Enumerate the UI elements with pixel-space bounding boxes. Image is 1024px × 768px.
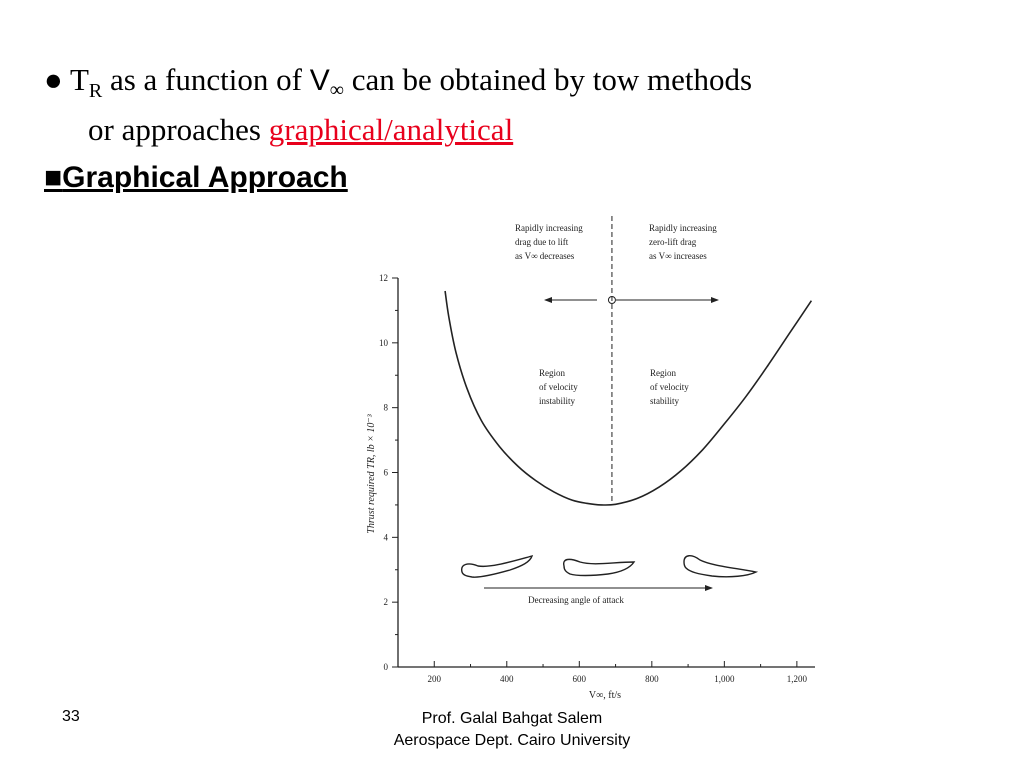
right-region-line-3: stability xyxy=(650,396,679,406)
line1-end-text: can be obtained by tow methods xyxy=(343,62,753,97)
y-tick-label: 2 xyxy=(384,597,389,607)
right-region-annotation: Region of velocity stability xyxy=(650,368,689,406)
right-top-line-1: Rapidly increasing xyxy=(649,223,717,233)
symbol-t-subscript: R xyxy=(88,80,103,102)
airfoil-mid-alpha-icon xyxy=(563,558,636,577)
bullet-line-1: ● TR as a function of V∞ can be obtained… xyxy=(44,62,752,109)
x-tick-label: 400 xyxy=(500,674,514,684)
airfoil-low-alpha-icon xyxy=(683,555,759,578)
heading-square-icon: ■ xyxy=(44,161,63,194)
x-tick-label: 800 xyxy=(645,674,659,684)
symbol-v-subscript: ∞ xyxy=(329,79,344,101)
x-tick-label: 200 xyxy=(428,674,442,684)
section-heading: ■Graphical Approach xyxy=(44,160,348,196)
left-region-annotation: Region of velocity instability xyxy=(539,368,578,406)
y-axis-ticks: 0 2 4 6 8 10 12 xyxy=(379,273,398,672)
thrust-required-curve xyxy=(444,290,813,506)
y-tick-label: 0 xyxy=(384,662,389,672)
angle-of-attack-label: Decreasing angle of attack xyxy=(528,595,624,605)
left-top-line-2: drag due to lift xyxy=(515,237,569,247)
x-axis-label: V∞, ft/s xyxy=(589,690,621,701)
bullet-line-2: or approaches graphical/analytical xyxy=(88,112,513,148)
footer-credit: Prof. Galal Bahgat Salem Aerospace Dept.… xyxy=(367,708,657,752)
left-top-line-1: Rapidly increasing xyxy=(515,223,583,233)
thrust-required-chart: 0 2 4 6 8 10 12 200 400 600 800 1,000 1,200 Thrust … xyxy=(366,216,815,701)
page-number: 33 xyxy=(62,708,80,725)
y-axis-label: Thrust required TR, lb × 10⁻³ xyxy=(366,413,377,533)
left-region-line-3: instability xyxy=(539,396,576,406)
y-tick-label: 6 xyxy=(384,468,389,478)
right-region-line-1: Region xyxy=(650,368,676,378)
y-tick-label: 12 xyxy=(379,273,388,283)
right-top-line-2: zero-lift drag xyxy=(649,237,697,247)
airfoil-high-alpha-icon xyxy=(461,554,534,578)
right-top-line-3: as V∞ increases xyxy=(649,251,707,261)
x-axis-ticks: 200 400 600 800 1,000 1,200 xyxy=(428,661,808,684)
y-tick-label: 4 xyxy=(384,532,389,542)
y-tick-label: 10 xyxy=(379,338,389,348)
min-thrust-marker xyxy=(607,296,616,304)
y-tick-label: 8 xyxy=(384,403,389,413)
x-tick-label: 1,200 xyxy=(787,674,808,684)
left-top-annotation: Rapidly increasing drag due to lift as V… xyxy=(515,223,583,261)
bullet-symbol: ● xyxy=(44,62,63,97)
left-region-line-2: of velocity xyxy=(539,382,578,392)
author-affiliation: Aerospace Dept. Cairo University xyxy=(393,732,631,749)
right-region-line-2: of velocity xyxy=(650,382,689,392)
heading-text: Graphical Approach xyxy=(62,161,348,194)
symbol-t: T xyxy=(69,62,89,97)
x-tick-label: 600 xyxy=(573,674,587,684)
graphical-analytical-link[interactable]: graphical/analytical xyxy=(268,112,514,147)
line2-start-text: or approaches xyxy=(88,112,269,147)
x-tick-label: 1,000 xyxy=(714,674,735,684)
symbol-v: V xyxy=(309,64,330,97)
right-top-annotation: Rapidly increasing zero-lift drag as V∞ … xyxy=(649,223,717,261)
author-name: Prof. Galal Bahgat Salem xyxy=(421,710,603,727)
left-region-line-1: Region xyxy=(539,368,565,378)
left-top-line-3: as V∞ decreases xyxy=(515,251,575,261)
line1-middle-text: as a function of xyxy=(102,62,310,97)
